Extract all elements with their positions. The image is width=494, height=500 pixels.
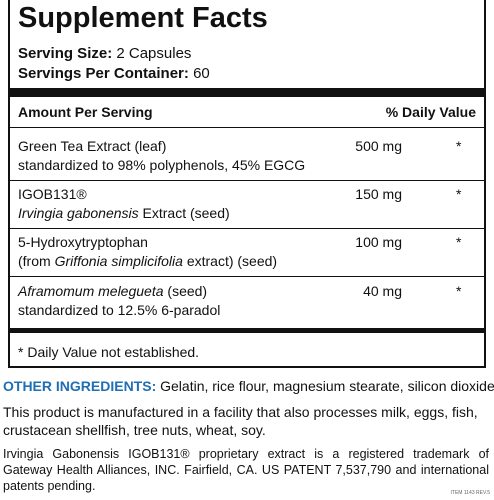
other-ingredients: OTHER INGREDIENTS: Gelatin, rice flour, … xyxy=(3,378,494,394)
ingredient-line: (from Griffonia simplicifolia extract) (… xyxy=(18,253,277,269)
daily-value: * xyxy=(456,283,462,299)
supplement-facts-panel: Supplement Facts Serving Size: 2 Capsule… xyxy=(8,0,486,368)
title: Supplement Facts xyxy=(18,2,268,34)
serving-size: Serving Size: 2 Capsules xyxy=(18,45,191,62)
rule xyxy=(10,127,484,128)
other-ingredients-label: OTHER INGREDIENTS: xyxy=(3,378,157,394)
ingredient-line: Green Tea Extract (leaf) xyxy=(18,138,166,154)
amount: 500 mg xyxy=(355,138,402,154)
ingredient-text: standardized to 98% polyphenols, 45% EGC… xyxy=(18,157,306,173)
trademark-notice: Irvingia Gabonensis IGOB131® proprietary… xyxy=(3,447,489,493)
other-ingredients-text: Gelatin, rice flour, magnesium stearate,… xyxy=(160,378,494,394)
ingredient-text: (from xyxy=(18,253,55,269)
ingredient-text: Irvingia gabonensis xyxy=(18,205,139,221)
amount: 150 mg xyxy=(355,186,402,202)
servings-per-container: Servings Per Container: 60 xyxy=(18,65,210,82)
ingredient-line: 5-Hydroxytryptophan xyxy=(18,234,148,250)
daily-value: * xyxy=(456,186,462,202)
facility-line: crustacean shellfish, tree nuts, wheat, … xyxy=(3,422,266,438)
daily-value-header: % Daily Value xyxy=(385,104,476,120)
ingredient-text: standardized to 12.5% 6-paradol xyxy=(18,302,221,318)
ingredient-line: standardized to 12.5% 6-paradol xyxy=(18,302,220,318)
ingredient-text: extract) (seed) xyxy=(182,253,278,269)
thick-rule xyxy=(10,328,484,333)
facility-line: This product is manufactured in a facili… xyxy=(3,404,478,420)
serving-size-label: Serving Size: xyxy=(18,45,113,62)
ingredient-line: Aframomum melegueta (seed) xyxy=(18,283,207,299)
ingredient-line: standardized to 98% polyphenols, 45% EGC… xyxy=(18,157,305,173)
ingredient-line: Irvingia gabonensis Extract (seed) xyxy=(18,205,230,221)
servings-label: Servings Per Container: xyxy=(18,65,189,82)
daily-value: * xyxy=(456,234,462,250)
rule xyxy=(10,180,484,181)
thick-rule xyxy=(10,88,484,97)
daily-value: * xyxy=(456,138,462,154)
ingredient-text: 5-Hydroxytryptophan xyxy=(18,234,148,250)
serving-size-value: 2 Capsules xyxy=(116,45,192,62)
ingredient-line: IGOB131® xyxy=(18,186,87,202)
ingredient-text: Aframomum melegueta xyxy=(18,283,164,299)
rule xyxy=(10,228,484,229)
ingredient-text: Griffonia simplicifolia xyxy=(54,253,183,269)
amount-header: Amount Per Serving xyxy=(18,104,153,120)
rule xyxy=(10,276,484,277)
ingredient-text: Extract (seed) xyxy=(138,205,230,221)
item-code: ITEM 1143 REV.5 xyxy=(450,490,490,496)
amount: 100 mg xyxy=(355,234,402,250)
servings-value: 60 xyxy=(193,65,210,82)
ingredient-text: (seed) xyxy=(163,283,208,299)
ingredient-text: IGOB131® xyxy=(18,186,87,202)
amount: 40 mg xyxy=(363,283,402,299)
ingredient-text: Green Tea Extract (leaf) xyxy=(18,138,167,154)
footnote: * Daily Value not established. xyxy=(18,344,200,360)
